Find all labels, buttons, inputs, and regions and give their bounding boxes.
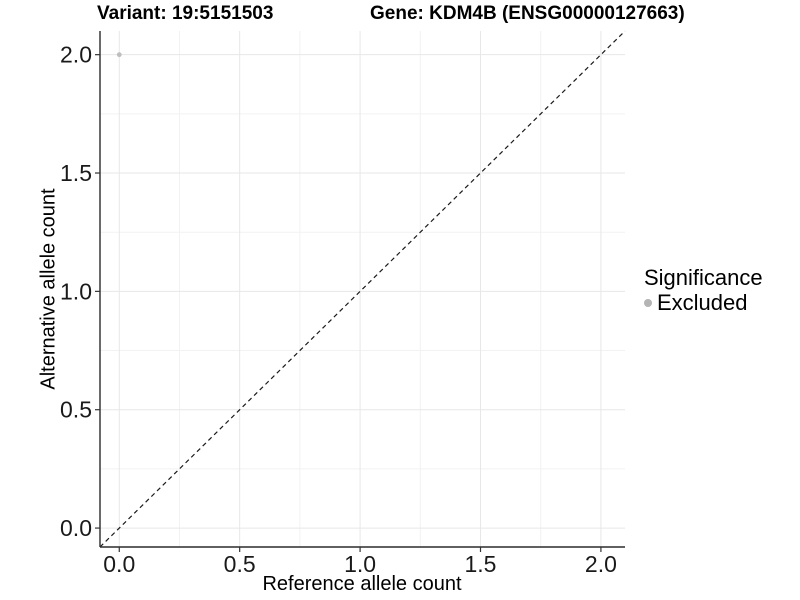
excluded-point-icon (644, 299, 652, 307)
legend-item-label: Excluded (657, 290, 748, 315)
y-tick-label: 0.0 (60, 515, 92, 541)
y-tick-label: 0.5 (60, 397, 92, 423)
legend-title: Significance (644, 265, 763, 290)
x-axis-title: Reference allele count (262, 573, 462, 595)
x-tick-label: 0.5 (224, 551, 256, 577)
y-tick-label: 2.0 (60, 42, 92, 68)
x-tick-label: 1.5 (465, 551, 497, 577)
identity-line (99, 30, 626, 548)
data-point (116, 52, 122, 58)
x-tick-label: 0.0 (103, 551, 135, 577)
y-axis-title: Alternative allele count (37, 188, 60, 390)
variant-title: Variant: 19:5151503 (97, 3, 274, 24)
legend: Significance Excluded (644, 266, 763, 315)
x-tick-label: 2.0 (585, 551, 617, 577)
y-tick-label: 1.5 (60, 160, 92, 186)
x-tick-label: 1.0 (344, 551, 376, 577)
y-tick-label: 1.0 (60, 278, 92, 304)
gene-title: Gene: KDM4B (ENSG00000127663) (370, 3, 685, 24)
legend-item-excluded: Excluded (644, 291, 763, 315)
